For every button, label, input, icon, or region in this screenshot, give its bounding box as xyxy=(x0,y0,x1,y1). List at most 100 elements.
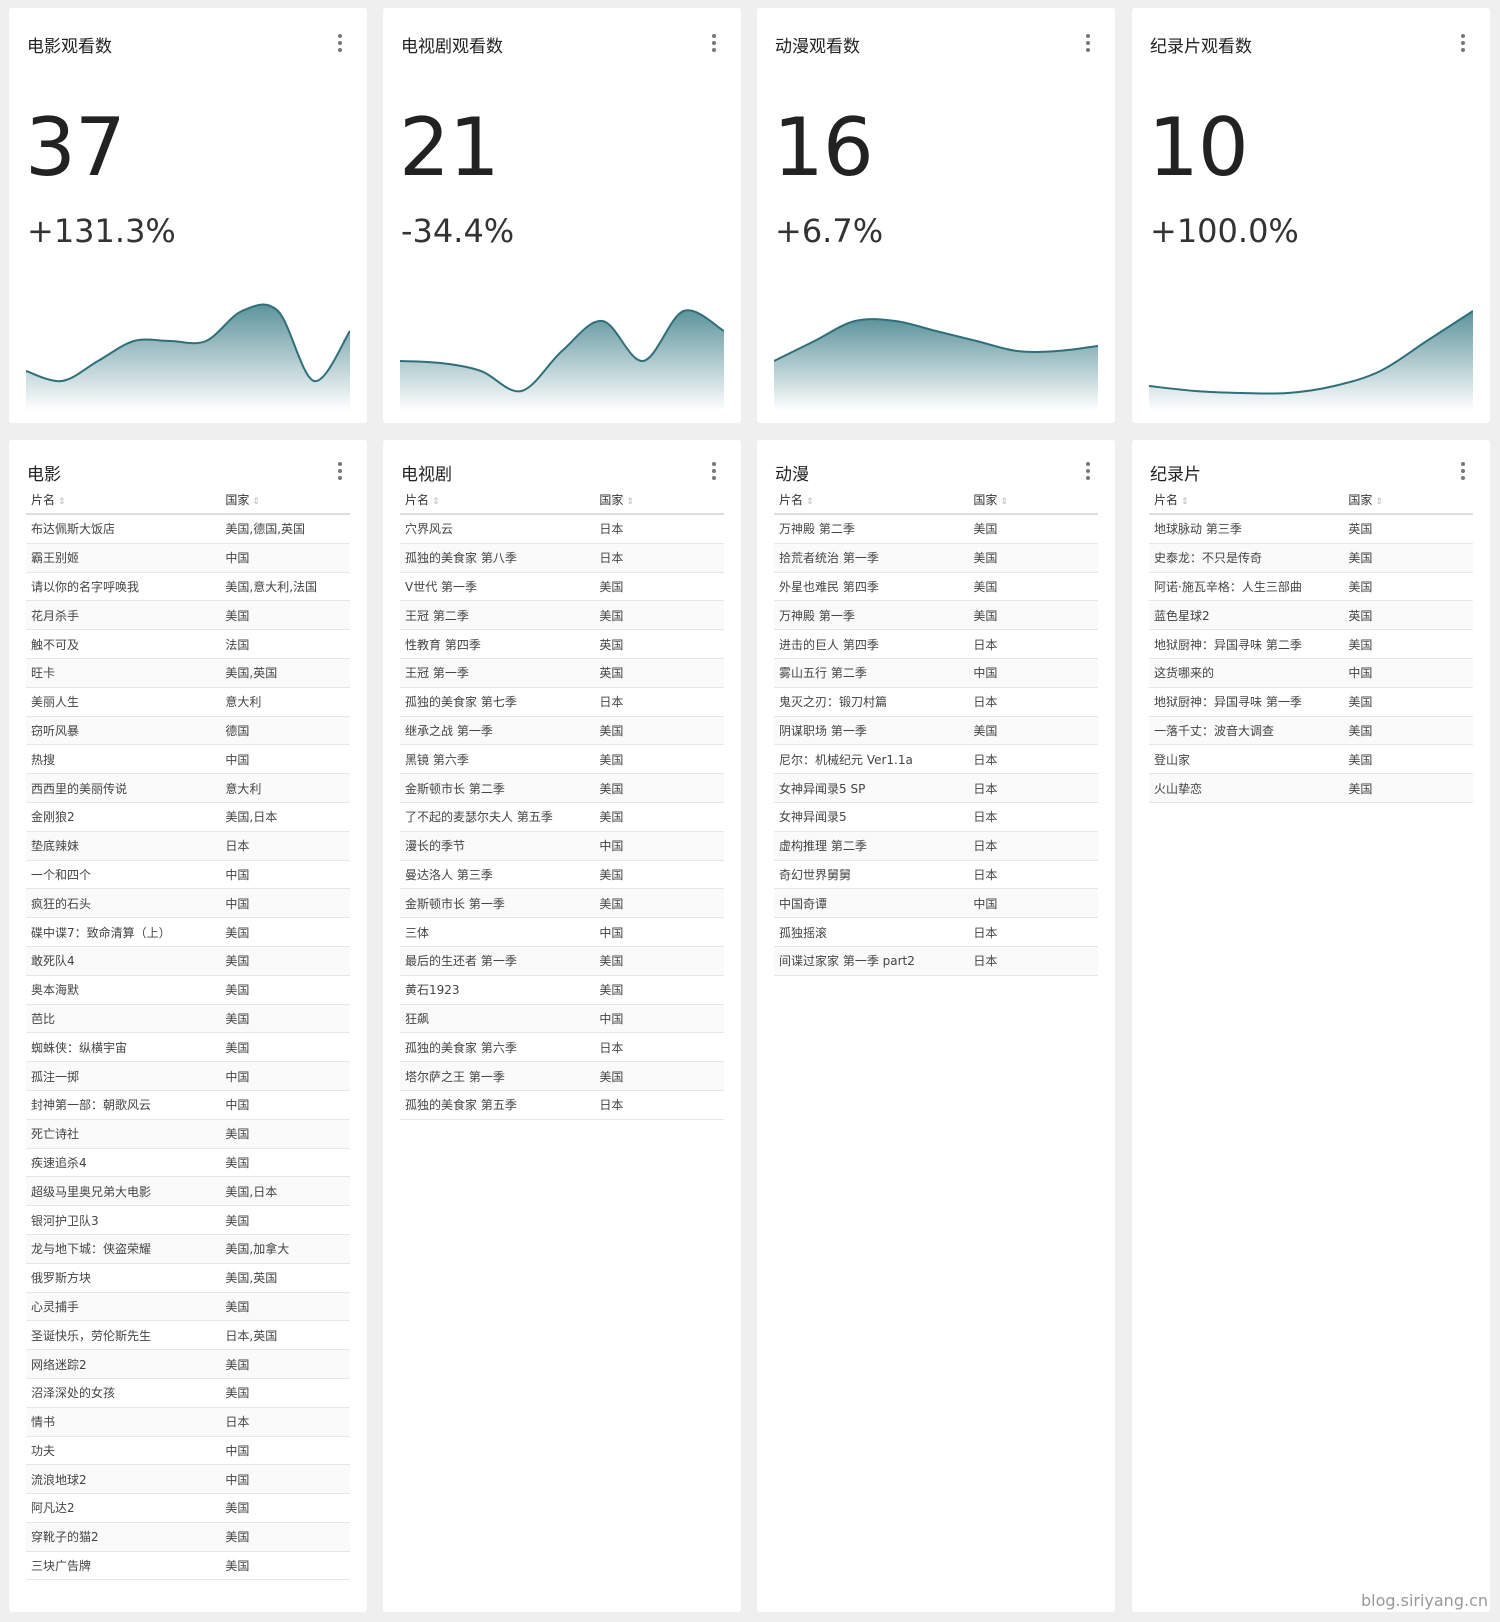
column-header-name[interactable]: 片名 ⇕ xyxy=(1149,486,1344,515)
table-row[interactable]: 垫底辣妹 日本 xyxy=(26,831,350,861)
table-row[interactable]: 情书 日本 xyxy=(26,1407,350,1437)
table-row[interactable]: 阴谋职场 第一季 美国 xyxy=(774,716,1098,746)
more-options-icon[interactable] xyxy=(1081,462,1095,484)
more-options-icon[interactable] xyxy=(1456,34,1470,56)
table-row[interactable]: 触不可及 法国 xyxy=(26,629,350,659)
more-options-icon[interactable] xyxy=(333,34,347,56)
table-row[interactable]: 女神异闻录5 日本 xyxy=(774,802,1098,832)
table-row[interactable]: 孤独摇滚 日本 xyxy=(774,917,1098,947)
table-row[interactable]: 金刚狼2 美国,日本 xyxy=(26,802,350,832)
column-header-country[interactable]: 国家 ⇕ xyxy=(220,486,350,515)
table-row[interactable]: 雾山五行 第二季 中国 xyxy=(774,658,1098,688)
table-row[interactable]: 封神第一部：朝歌风云 中国 xyxy=(26,1090,350,1120)
table-row[interactable]: 地球脉动 第三季 英国 xyxy=(1149,514,1473,544)
table-row[interactable]: 继承之战 第一季 美国 xyxy=(400,716,724,746)
table-row[interactable]: 疯狂的石头 中国 xyxy=(26,888,350,919)
more-options-icon[interactable] xyxy=(707,462,721,484)
table-row[interactable]: 曼达洛人 第三季 美国 xyxy=(400,860,724,890)
table-row[interactable]: 孤独的美食家 第七季 日本 xyxy=(400,687,724,717)
table-row[interactable]: 三体 中国 xyxy=(400,917,724,947)
table-row[interactable]: 火山挚恋 美国 xyxy=(1149,773,1473,803)
table-row[interactable]: 阿凡达2 美国 xyxy=(26,1493,350,1523)
table-row[interactable]: 奇幻世界舅舅 日本 xyxy=(774,860,1098,890)
table-row[interactable]: 金斯顿市长 第二季 美国 xyxy=(400,773,724,803)
table-row[interactable]: 热搜 中国 xyxy=(26,744,350,775)
table-row[interactable]: 金斯顿市长 第一季 美国 xyxy=(400,888,724,919)
table-row[interactable]: 霸王别姬 中国 xyxy=(26,543,350,573)
table-row[interactable]: 心灵捕手 美国 xyxy=(26,1292,350,1322)
table-row[interactable]: 漫长的季节 中国 xyxy=(400,831,724,861)
table-row[interactable]: 网络迷踪2 美国 xyxy=(26,1349,350,1379)
sort-icon[interactable]: ⇕ xyxy=(1000,497,1008,507)
column-header-name[interactable]: 片名 ⇕ xyxy=(774,486,969,515)
table-row[interactable]: 孤独的美食家 第六季 日本 xyxy=(400,1032,724,1063)
table-row[interactable]: 王冠 第二季 美国 xyxy=(400,600,724,631)
table-row[interactable]: 万神殿 第一季 美国 xyxy=(774,600,1098,631)
more-options-icon[interactable] xyxy=(707,34,721,56)
column-header-country[interactable]: 国家 ⇕ xyxy=(594,486,724,515)
table-row[interactable]: 王冠 第一季 英国 xyxy=(400,658,724,688)
table-row[interactable]: 花月杀手 美国 xyxy=(26,600,350,631)
table-row[interactable]: 俄罗斯方块 美国,英国 xyxy=(26,1263,350,1293)
table-row[interactable]: 虚构推理 第二季 日本 xyxy=(774,831,1098,861)
table-row[interactable]: V世代 第一季 美国 xyxy=(400,572,724,602)
table-row[interactable]: 死亡诗社 美国 xyxy=(26,1119,350,1149)
sort-icon[interactable]: ⇕ xyxy=(1181,497,1189,507)
table-row[interactable]: 进击的巨人 第四季 日本 xyxy=(774,629,1098,659)
table-row[interactable]: 旺卡 美国,英国 xyxy=(26,658,350,688)
table-row[interactable]: 穿靴子的猫2 美国 xyxy=(26,1522,350,1552)
table-row[interactable]: 三块广告牌 美国 xyxy=(26,1551,350,1581)
table-row[interactable]: 最后的生还者 第一季 美国 xyxy=(400,946,724,976)
table-row[interactable]: 流浪地球2 中国 xyxy=(26,1464,350,1495)
table-row[interactable]: 一个和四个 中国 xyxy=(26,860,350,890)
table-row[interactable]: 间谍过家家 第一季 part2 日本 xyxy=(774,946,1098,976)
sort-icon[interactable]: ⇕ xyxy=(626,497,634,507)
table-row[interactable]: 请以你的名字呼唤我 美国,意大利,法国 xyxy=(26,572,350,602)
sort-icon[interactable]: ⇕ xyxy=(58,497,66,507)
table-row[interactable]: 美丽人生 意大利 xyxy=(26,687,350,717)
table-row[interactable]: 孤独的美食家 第八季 日本 xyxy=(400,543,724,573)
column-header-country[interactable]: 国家 ⇕ xyxy=(1343,486,1473,515)
sort-icon[interactable]: ⇕ xyxy=(806,497,814,507)
table-row[interactable]: 万神殿 第二季 美国 xyxy=(774,514,1098,544)
sort-icon[interactable]: ⇕ xyxy=(1375,497,1383,507)
table-row[interactable]: 超级马里奥兄弟大电影 美国,日本 xyxy=(26,1176,350,1207)
column-header-name[interactable]: 片名 ⇕ xyxy=(400,486,595,515)
table-row[interactable]: 鬼灭之刃：锻刀村篇 日本 xyxy=(774,687,1098,717)
table-row[interactable]: 外星也难民 第四季 美国 xyxy=(774,572,1098,602)
table-row[interactable]: 孤独的美食家 第五季 日本 xyxy=(400,1090,724,1120)
table-row[interactable]: 了不起的麦瑟尔夫人 第五季 美国 xyxy=(400,802,724,832)
table-row[interactable]: 狂飙 中国 xyxy=(400,1004,724,1034)
table-row[interactable]: 黄石1923 美国 xyxy=(400,975,724,1005)
column-header-country[interactable]: 国家 ⇕ xyxy=(968,486,1098,515)
table-row[interactable]: 芭比 美国 xyxy=(26,1004,350,1034)
table-row[interactable]: 登山家 美国 xyxy=(1149,744,1473,775)
table-row[interactable]: 这货哪来的 中国 xyxy=(1149,658,1473,688)
table-row[interactable]: 中国奇谭 中国 xyxy=(774,888,1098,919)
table-row[interactable]: 塔尔萨之王 第一季 美国 xyxy=(400,1061,724,1091)
table-row[interactable]: 西西里的美丽传说 意大利 xyxy=(26,773,350,803)
table-row[interactable]: 阿诺·施瓦辛格：人生三部曲 美国 xyxy=(1149,572,1473,602)
table-row[interactable]: 穴界风云 日本 xyxy=(400,514,724,544)
sort-icon[interactable]: ⇕ xyxy=(252,497,260,507)
table-row[interactable]: 银河护卫队3 美国 xyxy=(26,1205,350,1235)
table-row[interactable]: 尼尔：机械纪元 Ver1.1a 日本 xyxy=(774,744,1098,775)
table-row[interactable]: 疾速追杀4 美国 xyxy=(26,1148,350,1178)
table-row[interactable]: 龙与地下城：侠盗荣耀 美国,加拿大 xyxy=(26,1234,350,1264)
table-row[interactable]: 窃听风暴 德国 xyxy=(26,716,350,746)
table-row[interactable]: 奥本海默 美国 xyxy=(26,975,350,1005)
more-options-icon[interactable] xyxy=(1456,462,1470,484)
table-row[interactable]: 蓝色星球2 英国 xyxy=(1149,600,1473,631)
table-row[interactable]: 拾荒者统治 第一季 美国 xyxy=(774,543,1098,573)
table-row[interactable]: 一落千丈：波音大调查 美国 xyxy=(1149,716,1473,746)
table-row[interactable]: 地狱厨神：异国寻味 第一季 美国 xyxy=(1149,687,1473,717)
table-row[interactable]: 黑镜 第六季 美国 xyxy=(400,744,724,775)
table-row[interactable]: 碟中谍7：致命清算（上） 美国 xyxy=(26,917,350,947)
column-header-name[interactable]: 片名 ⇕ xyxy=(26,486,221,515)
table-row[interactable]: 地狱厨神：异国寻味 第二季 美国 xyxy=(1149,629,1473,659)
table-row[interactable]: 蜘蛛侠：纵横宇宙 美国 xyxy=(26,1032,350,1063)
table-row[interactable]: 敢死队4 美国 xyxy=(26,946,350,976)
table-row[interactable]: 布达佩斯大饭店 美国,德国,英国 xyxy=(26,514,350,544)
table-row[interactable]: 史泰龙：不只是传奇 美国 xyxy=(1149,543,1473,573)
table-row[interactable]: 圣诞快乐，劳伦斯先生 日本,英国 xyxy=(26,1320,350,1351)
